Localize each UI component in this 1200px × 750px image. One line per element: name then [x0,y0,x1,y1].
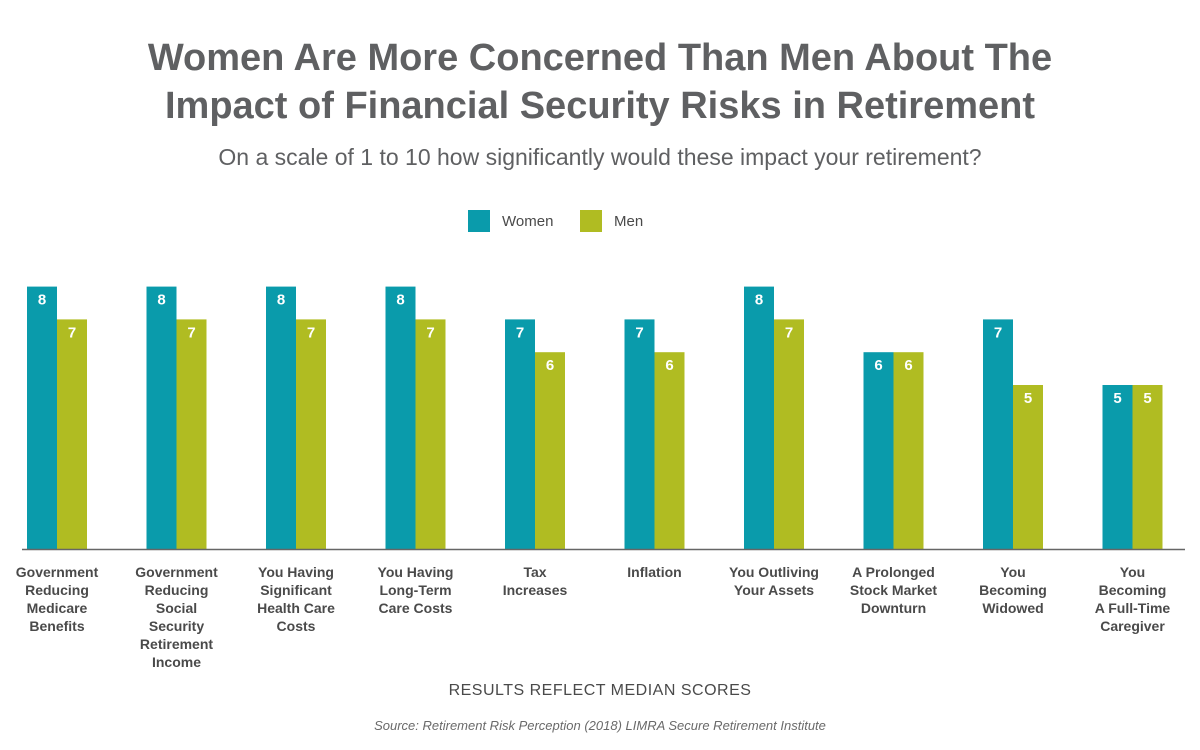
data-label-men-4: 7 [426,324,434,341]
x-tick-label-line: You [1000,564,1025,580]
data-label-men-7: 7 [785,324,793,341]
legend-item-men: Men [580,208,643,234]
data-label-men-5: 6 [546,357,554,374]
data-label-men-1: 7 [68,324,76,341]
chart-source: Source: Retirement Risk Perception (2018… [374,718,826,733]
bar-chart: 8 7 Government Reducing Medicare Benefits 8 7 Go… [16,286,1185,670]
x-tick-label-line: Downturn [861,600,926,616]
bar-men-3 [296,319,326,549]
chart-subtitle: On a scale of 1 to 10 how significantly … [218,144,982,170]
bar-women-1 [27,286,57,549]
data-label-women-1: 8 [38,292,46,309]
x-tick-label-line: You [1120,564,1145,580]
x-tick-label-line: Stock Market [850,582,937,598]
legend-label-men: Men [614,212,644,230]
x-tick-label-line: Significant [260,582,332,598]
x-axis-title: RESULTS REFLECT MEDIAN SCORES [448,682,752,699]
bar-men-2 [176,319,207,549]
x-tick-label-line: Widowed [982,600,1043,616]
bar-women-7 [744,286,774,549]
x-tick-label-line: Increases [503,582,568,598]
x-tick-label-line: Government [16,564,99,580]
legend-item-women: Women [468,208,553,234]
x-tick-label-line: Tax [523,564,546,580]
bar-men-10 [1132,385,1163,549]
data-label-women-8: 6 [874,357,882,374]
bar-women-6 [624,319,655,549]
bar-men-7 [774,319,804,549]
data-label-women-6: 7 [635,324,643,341]
x-tick-label-line: Income [152,654,201,670]
x-tick-label-line: Becoming [979,582,1047,598]
x-tick-label-line: Reducing [25,582,89,598]
data-label-women-9: 7 [994,324,1002,341]
bar-men-5 [535,352,565,549]
x-tick-label-line: Medicare [27,600,88,616]
chart-title-line-1: Women Are More Concerned Than Men About … [147,37,1053,79]
x-tick-label-line: You Outliving [729,564,819,580]
x-tick-label-9: You Becoming Widowed [979,564,1047,616]
data-label-women-3: 8 [277,292,285,309]
x-tick-label-line: Government [135,564,218,580]
x-tick-label-7: You Outliving Your Assets [729,564,819,598]
legend-swatch-women [468,210,490,232]
legend-swatch-men [580,210,602,232]
x-tick-label-6: Inflation [627,564,681,580]
bar-men-6 [654,352,685,549]
bar-women-3 [266,286,296,549]
bar-women-8 [863,352,894,549]
data-label-women-2: 8 [157,292,165,309]
data-label-women-5: 7 [516,324,524,341]
chart-title-line-2: Impact of Financial Security Risks in Re… [164,85,1036,127]
x-tick-label-8: A Prolonged Stock Market Downturn [850,564,937,616]
bar-women-4 [385,286,416,549]
data-label-women-7: 8 [755,292,763,309]
x-tick-label-line: Retirement [140,636,213,652]
x-tick-label-line: Care Costs [379,600,453,616]
x-tick-label-line: Benefits [29,618,84,634]
x-tick-label-line: Long-Term [379,582,451,598]
data-label-men-3: 7 [307,324,315,341]
bar-men-8 [893,352,924,549]
x-tick-label-line: Inflation [627,564,681,580]
x-tick-label-2: Government Reducing Social Security Retireme… [135,564,218,670]
data-label-women-10: 5 [1113,390,1121,407]
data-label-women-4: 8 [396,292,404,309]
legend-label-women: Women [502,212,554,230]
bar-women-9 [983,319,1013,549]
bar-men-4 [415,319,446,549]
bar-men-1 [57,319,87,549]
chart-title: Women Are More Concerned Than Men About … [0,34,1200,130]
x-tick-label-line: Caregiver [1100,618,1165,634]
data-label-men-2: 7 [187,324,195,341]
data-label-men-6: 6 [665,357,673,374]
x-tick-label-line: A Full-Time [1095,600,1171,616]
bar-women-10 [1102,385,1133,549]
x-tick-label-line: Becoming [1099,582,1167,598]
chart-legend: Women Men [0,208,1200,234]
x-tick-label-line: Reducing [145,582,209,598]
data-label-men-9: 5 [1024,390,1032,407]
bar-women-5 [505,319,535,549]
x-tick-label-10: You Becoming A Full-Time Caregiver [1095,564,1171,634]
bar-men-9 [1013,385,1043,549]
x-tick-label-line: Costs [277,618,316,634]
x-tick-label-line: You Having [378,564,454,580]
x-tick-label-4: You Having Long-Term Care Costs [378,564,454,616]
bar-women-2 [146,286,177,549]
x-tick-label-3: You Having Significant Health Care Costs [257,564,335,634]
x-tick-label-line: A Prolonged [852,564,935,580]
x-tick-label-line: Health Care [257,600,335,616]
x-tick-label-line: You Having [258,564,334,580]
x-tick-label-1: Government Reducing Medicare Benefits [16,564,99,634]
x-tick-label-line: Security [149,618,204,634]
data-label-men-8: 6 [904,357,912,374]
data-label-men-10: 5 [1143,390,1151,407]
x-tick-label-5: Tax Increases [503,564,568,598]
x-tick-label-line: Social [156,600,197,616]
x-tick-label-line: Your Assets [734,582,814,598]
